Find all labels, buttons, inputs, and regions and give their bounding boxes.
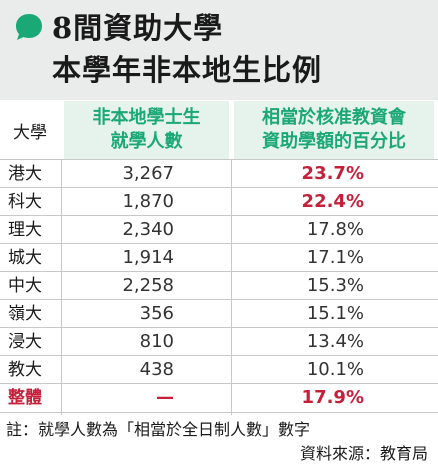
column-header-students: 非本地學士生 就學人數 bbox=[64, 101, 229, 159]
percentage-value: 23.7% bbox=[301, 163, 364, 184]
student-count: 1,870 bbox=[122, 191, 174, 212]
header: 8間資助大學 本學年非本地生比例 bbox=[0, 0, 438, 100]
table-row: 嶺大 356 15.1% bbox=[0, 299, 438, 328]
total-percentage: 17.9% bbox=[301, 387, 364, 408]
university-name: 城大 bbox=[8, 248, 42, 268]
percentage-value: 17.1% bbox=[306, 247, 364, 268]
footnote: 註：就學人數為「相當於全日制人數」數字 bbox=[6, 420, 311, 439]
university-name: 教大 bbox=[8, 360, 42, 380]
percentage-value: 15.1% bbox=[306, 303, 364, 324]
column-header-university: 大學 bbox=[13, 122, 47, 143]
university-name: 港大 bbox=[8, 164, 42, 184]
student-count: 810 bbox=[139, 331, 174, 352]
percentage-value: 22.4% bbox=[301, 191, 364, 212]
table-row: 城大 1,914 17.1% bbox=[0, 243, 438, 272]
column-divider bbox=[61, 159, 62, 415]
table-row: 科大 1,870 22.4% bbox=[0, 187, 438, 216]
student-count: 2,340 bbox=[122, 219, 174, 240]
table-row: 浸大 810 13.4% bbox=[0, 327, 438, 356]
student-count: 438 bbox=[139, 359, 174, 380]
page-title-line1: 8間資助大學 bbox=[52, 11, 224, 45]
university-name: 理大 bbox=[8, 220, 42, 240]
table-row-total: 整體 — 17.9% bbox=[0, 383, 438, 413]
column-header-percentage: 相當於核准教資會 資助學額的百分比 bbox=[234, 101, 434, 159]
column-header-students-text: 非本地學士生 就學人數 bbox=[92, 107, 201, 152]
table-row: 港大 3,267 23.7% bbox=[0, 159, 438, 188]
university-name: 嶺大 bbox=[8, 304, 42, 324]
student-count: 2,258 bbox=[122, 275, 174, 296]
table-row: 理大 2,340 17.8% bbox=[0, 215, 438, 244]
source-credit: 資料來源：教育局 bbox=[299, 444, 428, 463]
percentage-value: 13.4% bbox=[306, 331, 364, 352]
student-count: 1,914 bbox=[122, 247, 174, 268]
table-row: 教大 438 10.1% bbox=[0, 355, 438, 384]
percentage-value: 15.3% bbox=[306, 275, 364, 296]
student-count: 356 bbox=[139, 303, 174, 324]
percentage-value: 17.8% bbox=[306, 219, 364, 240]
column-header-percentage-text: 相當於核准教資會 資助學額的百分比 bbox=[262, 107, 406, 152]
total-label: 整體 bbox=[8, 388, 42, 408]
university-name: 科大 bbox=[8, 192, 42, 212]
speech-bubble-icon bbox=[16, 14, 42, 40]
student-count: 3,267 bbox=[122, 163, 174, 184]
percentage-value: 10.1% bbox=[306, 359, 364, 380]
table-row: 中大 2,258 15.3% bbox=[0, 271, 438, 300]
total-student-count: — bbox=[156, 387, 174, 408]
university-name: 浸大 bbox=[8, 332, 42, 352]
university-name: 中大 bbox=[8, 276, 42, 296]
column-divider bbox=[231, 159, 232, 415]
page-title-line2: 本學年非本地生比例 bbox=[52, 53, 323, 87]
